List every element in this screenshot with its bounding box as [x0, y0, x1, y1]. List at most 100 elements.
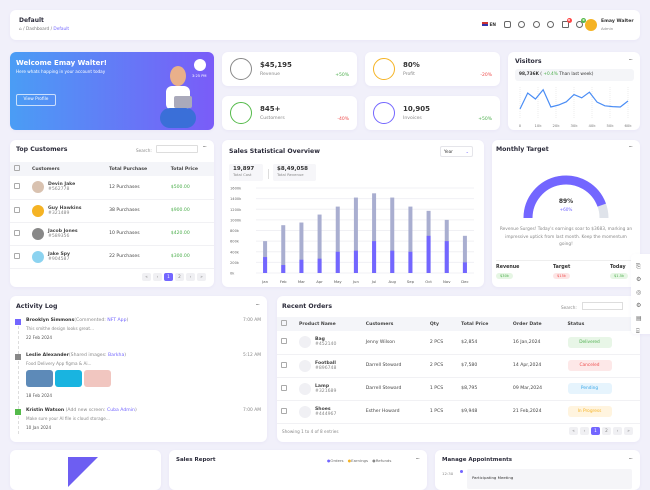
more-icon[interactable]: ···: [415, 455, 420, 463]
product-name[interactable]: Bag: [315, 337, 325, 343]
table-row[interactable]: Jacob Jones #589356 10 Purchases $420.00: [10, 222, 214, 246]
breadcrumb-dashboard[interactable]: Dashboard: [25, 27, 50, 32]
more-icon[interactable]: ···: [202, 143, 207, 151]
bar-part-jul[interactable]: [372, 241, 377, 273]
table-row[interactable]: Lamp #321689 Darrell Steward 1 PCS $8,795…: [277, 377, 640, 401]
bar-total-apr[interactable]: [317, 214, 322, 273]
customer-name[interactable]: Jacob Jones: [48, 228, 78, 234]
bar-part-oct[interactable]: [426, 235, 431, 273]
bar-total-dec[interactable]: [462, 235, 467, 273]
column-header[interactable]: Product Name: [295, 317, 362, 331]
page-button[interactable]: 1: [164, 273, 173, 281]
column-header[interactable]: Qty: [425, 317, 458, 331]
column-header[interactable]: Customers: [361, 317, 426, 331]
select-all-checkbox[interactable]: [281, 320, 287, 326]
page-button[interactable]: ›: [613, 427, 622, 435]
column-header[interactable]: Status: [563, 317, 640, 331]
period-select[interactable]: Year ⌄: [440, 146, 473, 157]
bar-part-jan[interactable]: [263, 257, 268, 273]
row-checkbox[interactable]: [14, 183, 20, 190]
bookmark-icon[interactable]: [532, 21, 540, 28]
page-button[interactable]: «: [569, 427, 578, 435]
gift-icon[interactable]: ⌸: [636, 328, 640, 334]
page-button[interactable]: »: [197, 273, 206, 281]
row-checkbox[interactable]: [281, 384, 287, 391]
language-select[interactable]: EN: [489, 23, 497, 28]
table-row[interactable]: Jake Spy #904587 22 Purchases $300.00: [10, 245, 214, 269]
page-button[interactable]: «: [142, 273, 151, 281]
customer-name[interactable]: Jake Spy: [48, 251, 71, 257]
bar-total-feb[interactable]: [281, 225, 286, 273]
activity-user[interactable]: Leslie Alexander: [26, 353, 69, 358]
bar-part-apr[interactable]: [317, 258, 322, 273]
user-role[interactable]: Admin: [601, 26, 614, 31]
bar-part-dec[interactable]: [462, 262, 467, 273]
user-name[interactable]: Emay Walter: [601, 19, 634, 24]
page-button[interactable]: 2: [602, 427, 611, 435]
shared-image[interactable]: [84, 370, 111, 387]
more-icon[interactable]: ···: [628, 455, 633, 463]
activity-link[interactable]: Barkha: [108, 353, 125, 358]
table-row[interactable]: Football #896748 Darrell Steward 2 PCS $7…: [277, 354, 640, 378]
page-button[interactable]: ›: [186, 273, 195, 281]
bar-total-sep[interactable]: [408, 206, 413, 273]
theme-icon[interactable]: [547, 21, 555, 28]
customer-name[interactable]: Devin Jake: [48, 182, 76, 188]
bar-total-mar[interactable]: [299, 222, 304, 273]
page-button[interactable]: 1: [591, 427, 600, 435]
column-header[interactable]: Total Price: [457, 317, 509, 331]
customer-name[interactable]: Guy Hawkins: [48, 205, 82, 211]
bar-part-nov[interactable]: [444, 241, 449, 273]
activity-link[interactable]: NFT App: [107, 318, 127, 323]
customers-search-input[interactable]: [156, 145, 198, 153]
bar-total-may[interactable]: [335, 206, 340, 273]
column-header[interactable]: Total Price: [166, 162, 214, 176]
fullscreen-icon[interactable]: [503, 21, 511, 28]
avatar[interactable]: [585, 19, 597, 31]
bar-part-aug[interactable]: [390, 250, 395, 273]
bar-part-mar[interactable]: [299, 259, 304, 273]
bar-total-aug[interactable]: [390, 197, 395, 273]
column-header[interactable]: Order Date: [508, 317, 564, 331]
more-icon[interactable]: ···: [628, 143, 633, 151]
more-icon[interactable]: ···: [255, 301, 260, 309]
table-row[interactable]: Bag #452140 Jenny Wilson 2 PCS $2,854 16 …: [277, 331, 640, 355]
product-name[interactable]: Football: [315, 360, 336, 366]
bar-part-may[interactable]: [335, 251, 340, 273]
column-header[interactable]: Customers: [28, 162, 106, 176]
product-name[interactable]: Lamp: [315, 383, 330, 389]
column-header[interactable]: Total Purchase: [105, 162, 167, 176]
page-button[interactable]: ‹: [153, 273, 162, 281]
appointment-item[interactable]: Participating Meeting: [467, 469, 632, 489]
page-button[interactable]: 2: [175, 273, 184, 281]
activity-user[interactable]: Brooklyn Simmons: [26, 318, 75, 323]
cart-icon[interactable]: 0: [561, 18, 572, 28]
page-button[interactable]: »: [624, 427, 633, 435]
bar-part-sep[interactable]: [408, 251, 413, 273]
select-all-checkbox[interactable]: [14, 165, 20, 171]
table-row[interactable]: Shoes #444967 Esther Howard 1 PCS $9,948 …: [277, 400, 640, 424]
table-row[interactable]: Guy Hawkins #321489 38 Purchases $900.00: [10, 199, 214, 223]
row-checkbox[interactable]: [14, 229, 20, 236]
shared-image[interactable]: [26, 370, 53, 387]
more-icon[interactable]: ···: [628, 56, 633, 64]
row-checkbox[interactable]: [281, 361, 287, 368]
layout-icon[interactable]: ▤: [636, 315, 642, 322]
home-icon[interactable]: ⌂: [19, 27, 22, 32]
bar-total-jun[interactable]: [353, 197, 358, 273]
bar-part-jun[interactable]: [353, 250, 358, 273]
product-name[interactable]: Shoes: [315, 406, 331, 412]
bar-part-feb[interactable]: [281, 265, 286, 273]
flag-icon[interactable]: [482, 22, 488, 26]
row-checkbox[interactable]: [281, 407, 287, 414]
shared-image[interactable]: [55, 370, 82, 387]
view-profile-button[interactable]: View Profile: [16, 94, 56, 106]
orders-search-input[interactable]: [582, 302, 623, 310]
settings-icon[interactable]: ⚙: [636, 276, 642, 283]
activity-link[interactable]: Cuba Admin: [106, 408, 135, 413]
copy-icon[interactable]: ⎘: [636, 263, 641, 270]
row-checkbox[interactable]: [14, 252, 20, 259]
page-button[interactable]: ‹: [580, 427, 589, 435]
bell-icon[interactable]: 0: [576, 18, 587, 28]
row-checkbox[interactable]: [281, 338, 287, 345]
